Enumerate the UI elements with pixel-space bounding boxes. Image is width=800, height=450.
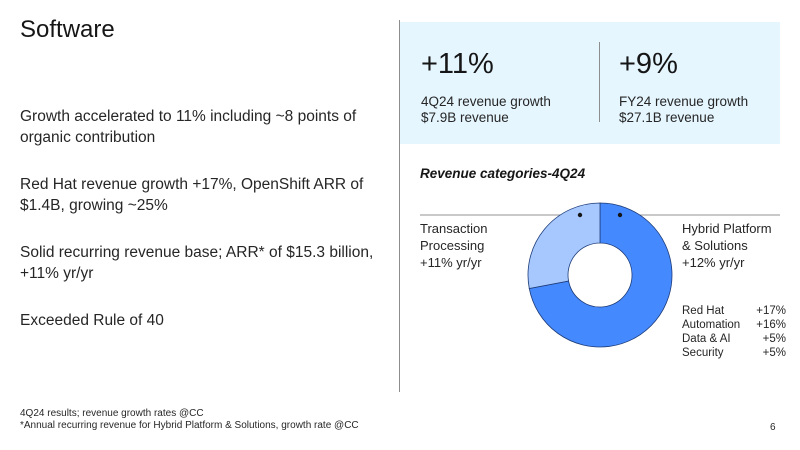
label-line: Hybrid Platform (682, 221, 772, 236)
bullet-item: Red Hat revenue growth +17%, OpenShift A… (20, 176, 364, 214)
kpi-sub: $7.9B revenue (421, 110, 509, 125)
breakdown-value: +5% (762, 333, 786, 345)
footnotes: 4Q24 results; revenue growth rates @CC *… (20, 408, 359, 432)
label-line: Transaction (420, 221, 488, 236)
breakdown-value: +5% (762, 347, 786, 359)
hybrid-leader-dot (617, 212, 623, 218)
breakdown-row: Security +5% (682, 346, 786, 360)
vertical-divider (399, 20, 400, 392)
kpi-value: +9% (619, 48, 678, 80)
bullet-list: Growth accelerated to 11% including ~8 p… (20, 106, 380, 357)
donut-chart (420, 202, 780, 348)
breakdown-row: Automation +16% (682, 318, 786, 332)
footnote-line: 4Q24 results; revenue growth rates @CC (20, 408, 204, 419)
kpi-panel: +11% 4Q24 revenue growth $7.9B revenue +… (400, 22, 780, 144)
slice-transaction-processing (527, 202, 601, 289)
kpi-year: +9% FY24 revenue growth $27.1B revenue (619, 46, 748, 126)
label-line: Processing (420, 238, 485, 253)
breakdown-value: +17% (756, 305, 786, 317)
footnote-line: *Annual recurring revenue for Hybrid Pla… (20, 420, 359, 431)
label-growth: +11% yr/yr (420, 255, 482, 270)
page-number: 6 (770, 422, 776, 433)
transaction-leader-dot (577, 212, 583, 218)
label-line: & Solutions (682, 238, 748, 253)
bullet-item: Growth accelerated to 11% including ~8 p… (20, 108, 357, 146)
breakdown-value: +16% (756, 319, 786, 331)
breakdown-row: Red Hat +17% (682, 304, 786, 318)
kpi-value: +11% (421, 48, 494, 80)
bullet-item: Solid recurring revenue base; ARR* of $1… (20, 244, 374, 282)
kpi-label: FY24 revenue growth (619, 94, 749, 109)
slice-hybrid-platform (528, 202, 673, 348)
breakdown-name: Security (682, 347, 724, 359)
kpi-quarter: +11% 4Q24 revenue growth $7.9B revenue (421, 46, 551, 126)
bullet-item: Exceeded Rule of 40 (20, 312, 164, 329)
kpi-label: 4Q24 revenue growth (421, 94, 551, 109)
kpi-separator (599, 42, 600, 122)
breakdown-name: Data & AI (682, 333, 731, 345)
breakdown-row: Data & AI +5% (682, 332, 786, 346)
breakdown-name: Red Hat (682, 305, 725, 317)
hybrid-platform-label: Hybrid Platform & Solutions +12% yr/yr (682, 220, 792, 271)
breakdown-name: Automation (682, 319, 741, 331)
transaction-processing-label: Transaction Processing +11% yr/yr (420, 220, 530, 271)
label-growth: +12% yr/yr (682, 255, 745, 270)
kpi-sub: $27.1B revenue (619, 110, 715, 125)
chart-title: Revenue categories-4Q24 (420, 166, 586, 181)
hybrid-breakdown: Red Hat +17% Automation +16% Data & AI +… (682, 304, 786, 360)
page-title: Software (20, 16, 115, 43)
